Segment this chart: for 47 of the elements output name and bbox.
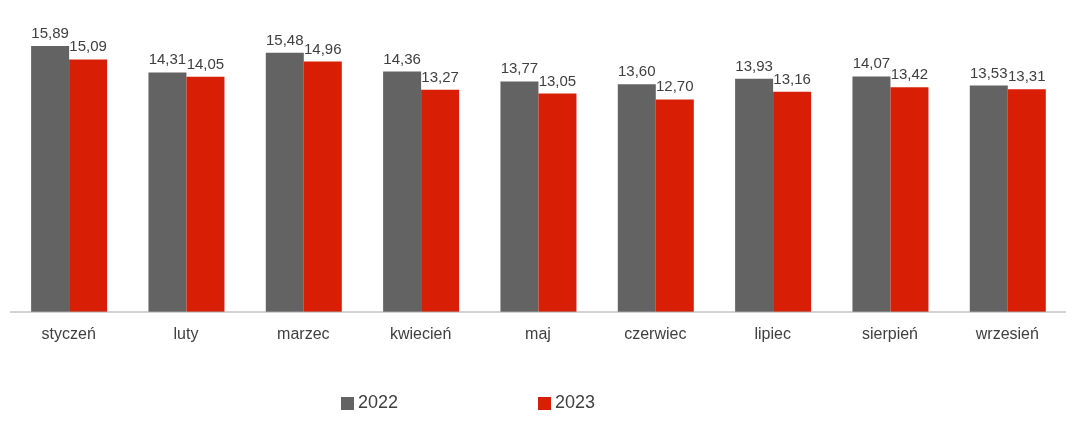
x-tick-label: lipiec xyxy=(754,325,791,343)
bar xyxy=(735,78,774,312)
x-tick-label: czerwiec xyxy=(624,325,687,343)
bar xyxy=(500,81,539,312)
bar xyxy=(421,89,460,312)
bar xyxy=(538,93,577,312)
data-label: 13,53 xyxy=(970,63,1008,81)
x-tick-label: wrzesień xyxy=(974,325,1039,343)
x-tick-label: luty xyxy=(173,325,199,343)
x-tick-label: maj xyxy=(525,325,551,343)
data-label: 13,42 xyxy=(890,65,929,83)
data-label: 13,16 xyxy=(773,69,811,87)
data-label: 14,07 xyxy=(852,54,891,72)
data-label: 13,27 xyxy=(421,67,459,85)
data-label: 14,36 xyxy=(383,49,421,67)
x-tick-label: styczeń xyxy=(41,325,96,343)
bar xyxy=(1007,89,1046,312)
data-label: 13,05 xyxy=(538,71,577,89)
bar xyxy=(303,61,342,312)
data-label: 13,60 xyxy=(618,62,656,80)
data-label: 15,48 xyxy=(266,30,304,48)
bar xyxy=(617,84,656,312)
bar xyxy=(148,72,187,312)
bar xyxy=(890,87,929,312)
bar xyxy=(655,99,694,312)
bar xyxy=(186,76,225,312)
data-label: 14,05 xyxy=(186,54,225,72)
x-tick-label: marzec xyxy=(277,325,330,343)
data-label: 15,89 xyxy=(31,24,69,41)
bar xyxy=(852,76,891,312)
data-label: 12,70 xyxy=(656,77,694,95)
bar xyxy=(31,46,70,312)
legend-label: 2022 xyxy=(357,392,398,412)
bar xyxy=(265,52,304,312)
bar xyxy=(773,91,812,312)
legend-label: 2023 xyxy=(555,392,596,412)
bar xyxy=(383,71,422,312)
data-label: 13,31 xyxy=(1008,67,1046,85)
x-tick-label: sierpień xyxy=(861,325,919,343)
x-tick-label: kwiecień xyxy=(389,325,452,343)
bar xyxy=(969,85,1008,312)
data-label: 13,93 xyxy=(735,56,773,74)
bar xyxy=(69,59,108,312)
data-label: 13,77 xyxy=(500,59,539,77)
data-label: 14,96 xyxy=(304,39,342,57)
data-label: 14,31 xyxy=(148,50,187,68)
data-label: 15,09 xyxy=(69,37,107,55)
